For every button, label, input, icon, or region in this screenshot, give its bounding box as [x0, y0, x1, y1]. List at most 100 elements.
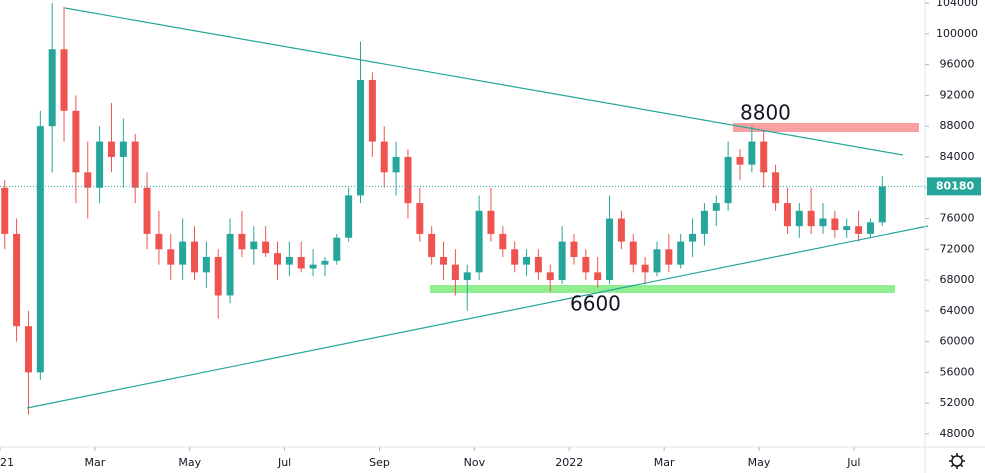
candle-body: [24, 326, 32, 373]
candle-body: [641, 264, 649, 273]
candle-body: [511, 249, 519, 265]
candle-body: [167, 249, 175, 265]
candle-body: [321, 260, 329, 265]
upper-trendline: [64, 7, 904, 156]
candle-body: [760, 141, 768, 173]
candle-body: [60, 49, 68, 111]
candle-body: [855, 226, 863, 234]
candle-body: [119, 141, 127, 157]
y-tick-label: 64000: [940, 304, 975, 317]
y-tick-label: 100000: [936, 27, 978, 40]
y-tick-label: 60000: [940, 335, 975, 348]
support-zone: [430, 285, 895, 293]
candle-body: [131, 141, 139, 188]
candle-body: [297, 256, 305, 269]
candle-body: [285, 256, 293, 265]
candle-body: [202, 256, 210, 273]
candle-body: [819, 218, 827, 227]
y-tick-label: 92000: [940, 88, 975, 101]
candle-body: [428, 233, 436, 257]
candle-body: [226, 233, 234, 296]
lower-trendline: [26, 225, 929, 409]
x-tick-label: Mar: [84, 456, 105, 469]
y-tick-label: 96000: [940, 58, 975, 71]
candle-body: [523, 256, 531, 265]
candle-body: [677, 241, 685, 265]
x-tick-label: Sep: [369, 456, 390, 469]
candle-body: [724, 156, 732, 204]
y-tick-label: 48000: [940, 427, 975, 440]
y-tick-label: 72000: [940, 242, 975, 255]
candle-body: [558, 241, 566, 281]
y-tick-label: 84000: [940, 150, 975, 163]
y-tick-label: 52000: [940, 396, 975, 409]
candle-body: [582, 256, 590, 273]
candle-body: [487, 210, 495, 234]
candle-body: [606, 218, 614, 281]
candle-body: [712, 203, 720, 211]
y-tick-label: 76000: [940, 211, 975, 224]
candle-body: [214, 256, 222, 296]
candle-body: [783, 203, 791, 227]
candle-body: [463, 272, 471, 281]
candle-body: [36, 126, 44, 373]
candle-body: [107, 141, 115, 157]
candle-body: [48, 49, 56, 127]
y-tick-label: 104000: [936, 0, 978, 9]
candle-body: [262, 241, 270, 254]
candle-body: [250, 241, 258, 250]
candle-body: [653, 249, 661, 273]
y-tick-label: 88000: [940, 119, 975, 132]
candle-body: [13, 233, 21, 327]
settings-icon[interactable]: [949, 453, 965, 469]
candle-body: [748, 141, 756, 165]
candle-body: [274, 253, 281, 265]
x-tick-label: Mar: [654, 456, 675, 469]
candle-body: [72, 110, 80, 173]
candle-body: [357, 80, 365, 196]
candle-body: [238, 233, 246, 250]
candle-body: [594, 272, 602, 281]
candle-body: [451, 264, 459, 281]
candle-body: [392, 156, 400, 173]
x-tick-label: Jul: [277, 456, 291, 469]
annotation: 8800: [740, 101, 791, 125]
candle-body: [499, 233, 507, 250]
candle-body: [807, 210, 815, 227]
plot-area: [1, 3, 886, 415]
annotation: 6600: [570, 292, 621, 316]
candle-body: [368, 80, 376, 142]
candle-body: [546, 272, 554, 281]
candle-body: [179, 241, 187, 265]
candle-body: [665, 249, 673, 265]
candle-body: [309, 264, 317, 269]
candle-body: [534, 256, 542, 273]
candle-body: [96, 141, 104, 188]
y-tick-label: 68000: [940, 273, 975, 286]
candle-body: [143, 187, 151, 234]
candle-body: [440, 256, 448, 265]
candle-body: [831, 218, 839, 231]
candle-body: [866, 222, 874, 234]
candle-body: [772, 172, 780, 204]
candle-body: [689, 233, 697, 242]
candle-body: [380, 141, 388, 173]
candle-body: [475, 210, 483, 273]
candle-body: [736, 156, 744, 165]
candle-body: [84, 172, 92, 188]
candle-body: [700, 210, 708, 234]
candle-body: [1, 187, 9, 234]
candle-body: [333, 237, 341, 261]
candle-body: [404, 156, 412, 204]
x-tick-label: Jul: [846, 456, 860, 469]
x-tick-label: 2022: [555, 456, 583, 469]
candle-body: [416, 203, 424, 234]
candle-body: [155, 233, 163, 250]
candle-body: [345, 195, 353, 238]
y-tick-label: 56000: [940, 365, 975, 378]
x-tick-label: 2021: [0, 456, 14, 469]
gear-teeth[interactable]: [949, 453, 965, 469]
last-price-label: 80180: [936, 179, 975, 192]
candle-body: [190, 241, 198, 273]
